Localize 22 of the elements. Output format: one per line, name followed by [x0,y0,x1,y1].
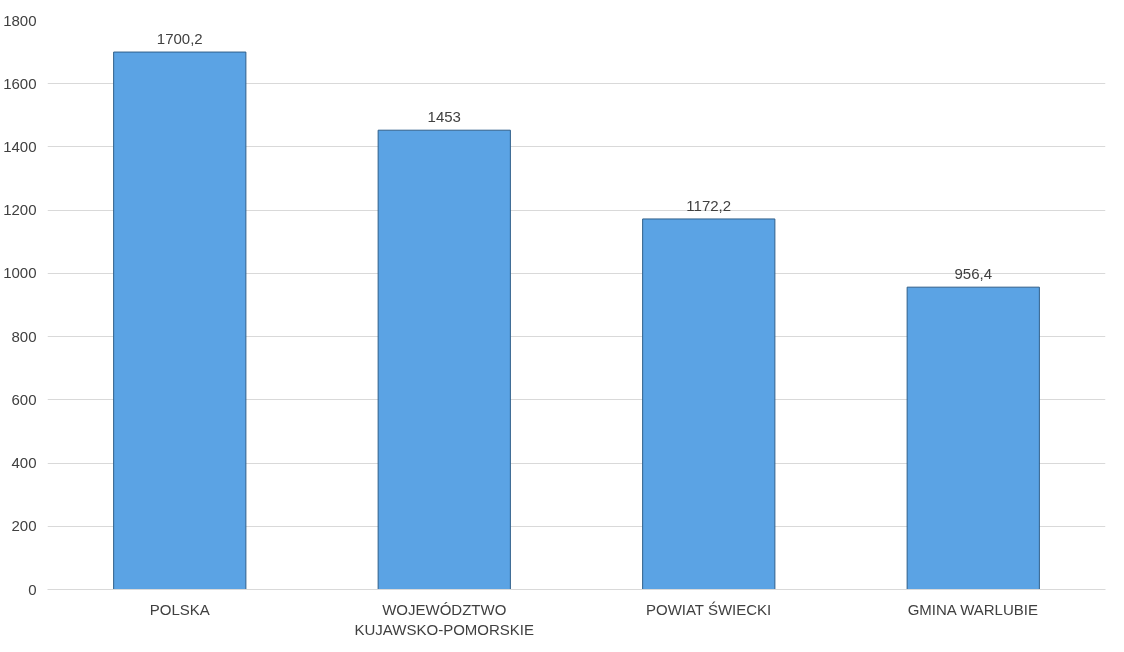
y-tick-label: 1600 [3,74,37,92]
y-tick-label: 600 [11,390,37,408]
y-tick-label: 800 [11,327,37,345]
data-label: 1700,2 [156,30,203,48]
y-tick-label: 1200 [3,201,37,219]
x-tick-label: GMINA WARLUBIE [907,600,1038,618]
bar [113,51,247,590]
y-tick-label: 0 [28,580,37,598]
y-tick-label: 400 [11,454,37,472]
y-tick-label: 200 [11,517,37,535]
data-label: 956,4 [954,265,993,283]
x-tick-label: POWIAT ŚWIECKI [645,600,772,618]
y-tick-label: 1400 [3,137,37,155]
bar [906,286,1040,590]
x-tick-label: WOJEWÓDZTWO KUJAWSKO-POMORSKIE [354,600,534,638]
y-tick-label: 1000 [3,264,37,282]
data-label: 1453 [427,108,461,126]
bar [642,218,776,590]
y-tick-label: 1800 [3,11,37,29]
x-tick-label: POLSKA [149,600,210,618]
data-label: 1172,2 [686,196,732,214]
bar [377,129,511,590]
